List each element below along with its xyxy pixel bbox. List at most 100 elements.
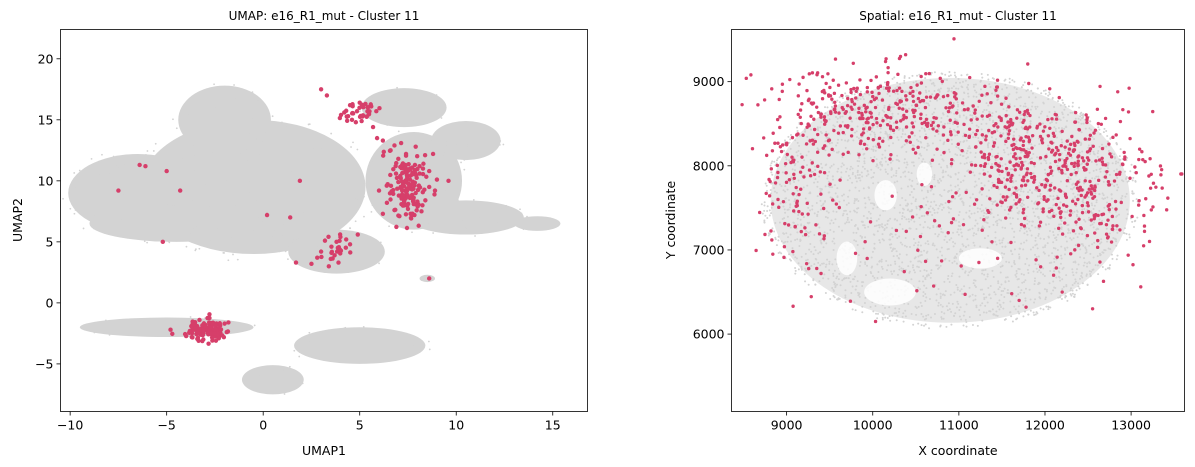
spatial-cluster-point <box>1030 175 1034 180</box>
spatial-background-point <box>907 265 910 268</box>
spatial-background-point <box>935 264 938 267</box>
spatial-cluster-point <box>1030 133 1035 138</box>
spatial-background-point <box>999 198 1002 201</box>
spatial-background-point <box>901 145 904 148</box>
umap-background-point <box>252 158 254 161</box>
spatial-background-point <box>889 319 892 322</box>
umap-background-point <box>378 262 380 265</box>
spatial-background-point <box>1002 128 1005 131</box>
spatial-background-point <box>1089 252 1092 255</box>
umap-background-point <box>428 348 431 351</box>
spatial-cluster-point <box>1107 142 1111 146</box>
spatial-background-point <box>1074 278 1077 281</box>
spatial-background-point <box>1101 266 1104 269</box>
spatial-background-point <box>1057 100 1060 103</box>
umap-background-point <box>482 147 485 150</box>
spatial-background-point <box>1009 216 1012 219</box>
spatial-cluster-point <box>1038 220 1043 224</box>
spatial-background-point <box>1075 205 1078 208</box>
spatial-background-point <box>869 156 872 159</box>
umap-cluster-point <box>189 334 194 340</box>
umap-background-point <box>217 225 220 228</box>
spatial-cluster-point <box>797 82 801 86</box>
spatial-cluster-point <box>1121 162 1125 167</box>
spatial-background-point <box>837 167 840 170</box>
spatial-background-point <box>968 286 971 289</box>
spatial-background-point <box>958 309 961 312</box>
spatial-background-point <box>862 224 865 227</box>
spatial-cluster-point <box>1048 87 1052 91</box>
spatial-background-point <box>796 231 799 234</box>
spatial-background-point <box>828 118 831 121</box>
spatial-background-point <box>1007 280 1010 283</box>
spatial-background-point <box>957 224 960 227</box>
umap-background-point <box>129 179 132 182</box>
spatial-cluster-point <box>802 175 806 179</box>
umap-cluster-point <box>401 199 407 204</box>
spatial-background-point <box>950 323 953 326</box>
spatial-background-point <box>883 106 886 109</box>
spatial-background-point <box>782 205 785 208</box>
spatial-background-point <box>794 269 797 272</box>
spatial-background-point <box>889 217 892 220</box>
spatial-background-point <box>876 312 879 315</box>
umap-background-point <box>278 250 281 253</box>
umap-background-point <box>179 118 182 121</box>
spatial-background-point <box>1116 231 1119 234</box>
spatial-background-point <box>1091 243 1094 246</box>
spatial-background-point <box>965 157 968 160</box>
spatial-background-point <box>1115 258 1118 261</box>
spatial-background-point <box>841 115 844 118</box>
umap-cluster-point <box>328 256 333 262</box>
spatial-background-point <box>976 222 979 225</box>
umap-background-point <box>168 238 171 241</box>
umap-background-point <box>352 180 355 183</box>
umap-background-point <box>429 96 432 99</box>
spatial-cluster-point <box>995 78 1000 82</box>
spatial-background-point <box>991 308 994 311</box>
spatial-background-point <box>983 296 986 299</box>
spatial-cluster-point <box>1014 202 1018 206</box>
spatial-background-point <box>833 269 836 272</box>
spatial-background-point <box>820 242 823 245</box>
spatial-background-point <box>1056 164 1059 167</box>
spatial-background-point <box>892 174 895 177</box>
spatial-cluster-point <box>899 119 903 123</box>
spatial-cluster-point <box>975 117 979 121</box>
spatial-cluster-point <box>1034 258 1038 262</box>
spatial-background-point <box>914 120 917 123</box>
spatial-background-point <box>934 185 937 188</box>
spatial-background-point <box>990 148 993 151</box>
spatial-background-point <box>972 85 975 88</box>
umap-cluster-point <box>348 250 353 255</box>
umap-cluster-point <box>380 153 386 158</box>
spatial-background-point <box>1078 232 1081 235</box>
umap-background-point <box>211 99 214 102</box>
spatial-background-point <box>1011 79 1014 82</box>
spatial-background-point <box>1039 271 1042 274</box>
spatial-background-point <box>922 291 925 294</box>
umap-background-point <box>352 265 355 268</box>
spatial-cluster-point <box>1060 129 1064 134</box>
spatial-cluster-point <box>784 171 788 175</box>
spatial-background-point <box>982 214 985 217</box>
spatial-background-point <box>1118 158 1121 161</box>
spatial-background-point <box>855 231 858 234</box>
spatial-background-point <box>855 211 858 214</box>
spatial-background-point <box>895 172 898 175</box>
spatial-background-point <box>1072 237 1075 240</box>
umap-background-point <box>315 245 318 247</box>
spatial-background-point <box>876 263 879 266</box>
spatial-background-point <box>1019 118 1022 121</box>
spatial-cluster-point <box>950 195 955 199</box>
umap-background-region <box>89 205 264 242</box>
spatial-background-point <box>1011 227 1014 230</box>
umap-background-point <box>407 108 409 110</box>
spatial-background-point <box>875 224 878 227</box>
spatial-background-point <box>951 302 954 305</box>
umap-background-point <box>145 153 147 156</box>
spatial-background-point <box>904 103 907 106</box>
spatial-background-point <box>941 231 944 234</box>
spatial-background-point <box>896 180 899 183</box>
spatial-background-point <box>1096 264 1099 267</box>
